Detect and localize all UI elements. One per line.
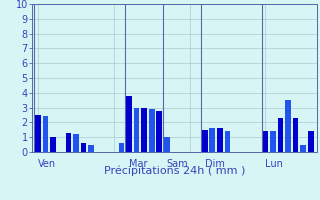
Bar bbox=[156, 111, 162, 152]
Bar bbox=[134, 108, 140, 152]
X-axis label: Précipitations 24h ( mm ): Précipitations 24h ( mm ) bbox=[104, 166, 245, 176]
Bar bbox=[81, 143, 86, 152]
Bar bbox=[118, 143, 124, 152]
Bar bbox=[293, 118, 299, 152]
Bar bbox=[209, 128, 215, 152]
Bar bbox=[164, 137, 170, 152]
Text: Sam: Sam bbox=[167, 159, 188, 169]
Bar bbox=[278, 118, 283, 152]
Bar bbox=[50, 137, 56, 152]
Text: Ven: Ven bbox=[38, 159, 56, 169]
Text: Mar: Mar bbox=[129, 159, 148, 169]
Bar bbox=[217, 128, 223, 152]
Bar bbox=[35, 115, 41, 152]
Bar bbox=[43, 116, 48, 152]
Text: Lun: Lun bbox=[265, 159, 283, 169]
Bar bbox=[300, 145, 306, 152]
Bar bbox=[308, 131, 314, 152]
Bar bbox=[270, 131, 276, 152]
Bar bbox=[225, 131, 230, 152]
Bar bbox=[149, 109, 155, 152]
Bar bbox=[73, 134, 79, 152]
Bar bbox=[202, 130, 208, 152]
Bar bbox=[126, 96, 132, 152]
Bar bbox=[141, 108, 147, 152]
Bar bbox=[88, 145, 94, 152]
Bar bbox=[262, 131, 268, 152]
Bar bbox=[285, 100, 291, 152]
Text: Dim: Dim bbox=[205, 159, 225, 169]
Bar bbox=[66, 133, 71, 152]
